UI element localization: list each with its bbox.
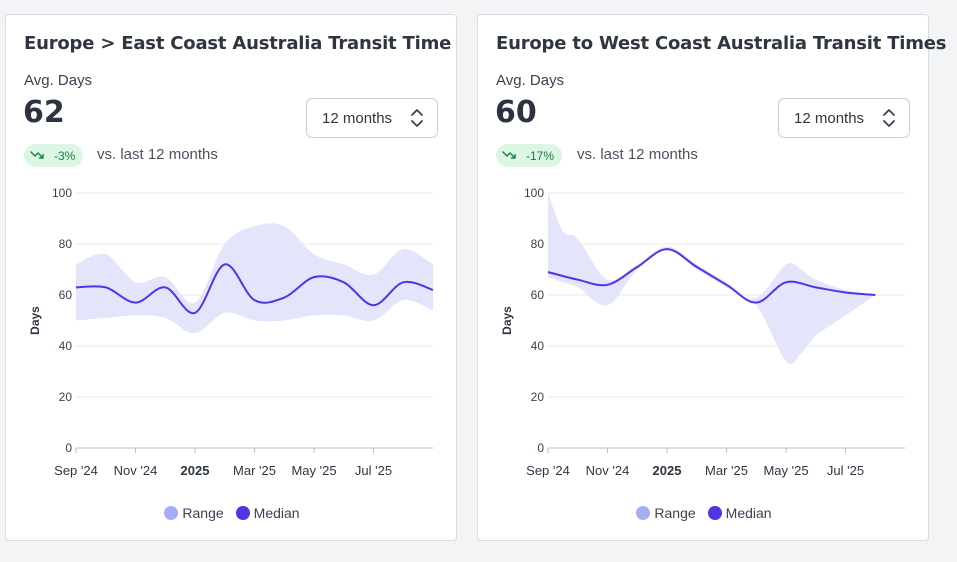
change-value: -3% xyxy=(54,148,76,163)
y-tick-label: 20 xyxy=(531,390,545,404)
y-tick-label: 0 xyxy=(537,441,544,455)
period-select[interactable]: 12 months xyxy=(306,98,438,138)
median-line xyxy=(547,248,876,304)
chevron-up-down-icon xyxy=(410,108,424,133)
x-tick-label: 2025 xyxy=(653,463,682,478)
x-tick-label: Sep '24 xyxy=(526,463,570,478)
legend-item-range[interactable]: Range xyxy=(636,505,696,521)
y-tick-label: 40 xyxy=(59,339,73,353)
card-title: Europe to West Coast Australia Transit T… xyxy=(496,33,947,54)
legend-label-range: Range xyxy=(654,505,696,521)
x-tick-label: Nov '24 xyxy=(114,463,158,478)
legend-item-median[interactable]: Median xyxy=(707,505,772,521)
transit-chart: 0 20 40 60 80 100 Sep '24 Nov '24 2025 Mar '25 May… xyxy=(500,186,905,478)
legend-label-range: Range xyxy=(182,505,224,521)
x-tick-label: May '25 xyxy=(763,463,808,478)
y-tick-label: 60 xyxy=(531,288,545,302)
x-tick-label: Mar '25 xyxy=(705,463,748,478)
trend-down-icon xyxy=(30,149,46,163)
x-tick-label: Sep '24 xyxy=(54,463,98,478)
change-badge: -17% xyxy=(496,144,563,167)
legend-swatch-range xyxy=(164,506,179,520)
y-tick-label: 20 xyxy=(59,390,73,404)
y-tick-label: 100 xyxy=(524,186,544,200)
change-badge: -3% xyxy=(24,144,84,167)
card-title: Europe > East Coast Australia Transit Ti… xyxy=(24,33,452,54)
legend-item-range[interactable]: Range xyxy=(164,505,224,521)
y-tick-label: 40 xyxy=(531,339,545,353)
period-select-value: 12 months xyxy=(322,110,393,127)
metric-value: 62 xyxy=(23,95,65,130)
x-tick-label: May '25 xyxy=(291,463,336,478)
x-tick-label: Mar '25 xyxy=(233,463,276,478)
y-tick-label: 60 xyxy=(59,288,73,302)
period-select-value: 12 months xyxy=(794,110,865,127)
metric-label: Avg. Days xyxy=(496,72,565,89)
range-band xyxy=(548,193,876,365)
change-value: -17% xyxy=(526,148,555,163)
metric-label: Avg. Days xyxy=(24,72,93,89)
y-axis-title: Days xyxy=(500,306,514,335)
trend-down-icon xyxy=(502,149,518,163)
comparison-label: vs. last 12 months xyxy=(97,146,218,163)
y-tick-label: 80 xyxy=(59,237,73,251)
x-tick-label: Nov '24 xyxy=(586,463,630,478)
y-tick-label: 80 xyxy=(531,237,545,251)
period-select[interactable]: 12 months xyxy=(778,98,910,138)
x-tick-label: Jul '25 xyxy=(355,463,392,478)
transit-card-west-coast: Europe to West Coast Australia Transit T… xyxy=(477,14,947,541)
legend-swatch-median xyxy=(707,506,722,520)
metric-value: 60 xyxy=(495,95,537,130)
y-tick-label: 100 xyxy=(52,186,72,200)
chart-legend: Range Median xyxy=(6,505,458,521)
range-band xyxy=(76,223,433,334)
y-tick-label: 0 xyxy=(65,441,72,455)
comparison-label: vs. last 12 months xyxy=(577,146,698,163)
legend-label-median: Median xyxy=(253,505,300,521)
median-line xyxy=(75,263,434,314)
chevron-up-down-icon xyxy=(882,108,896,133)
chart-legend: Range Median xyxy=(478,505,930,521)
x-tick-label: 2025 xyxy=(181,463,210,478)
legend-swatch-median xyxy=(235,506,250,520)
x-tick-label: Jul '25 xyxy=(827,463,864,478)
transit-chart: 0 20 40 60 80 100 Sep '24 Nov '24 2025 Mar '25 May… xyxy=(28,186,434,478)
legend-swatch-range xyxy=(636,506,651,520)
legend-label-median: Median xyxy=(725,505,772,521)
legend-item-median[interactable]: Median xyxy=(235,505,300,521)
transit-card-east-coast: Europe > East Coast Australia Transit Ti… xyxy=(5,14,457,541)
y-axis-title: Days xyxy=(28,306,42,335)
